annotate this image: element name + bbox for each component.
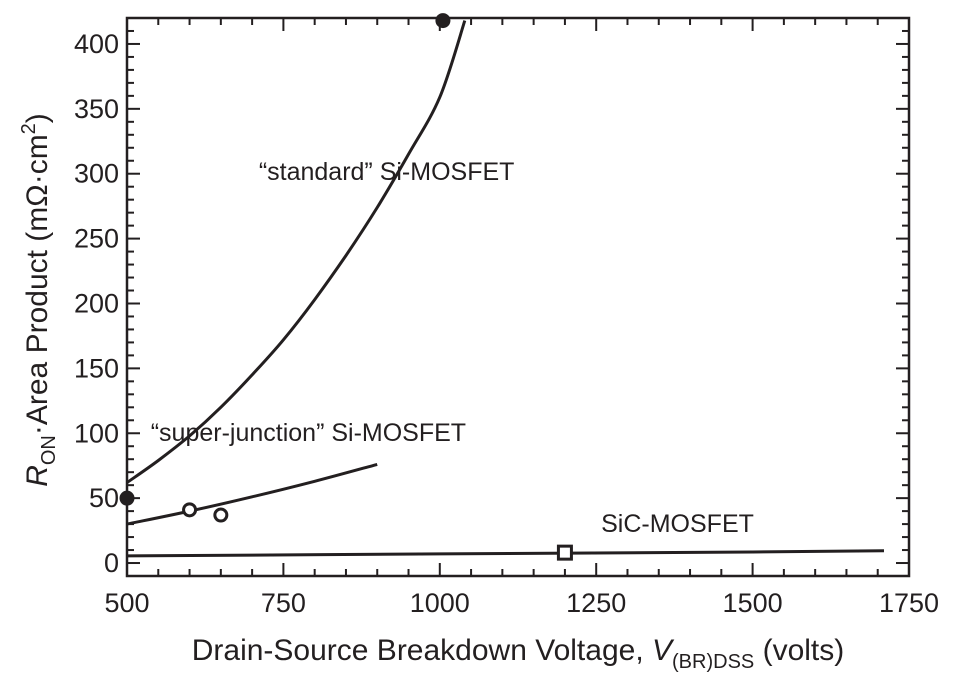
y-tick-label: 300	[74, 159, 119, 189]
y-tick-label: 250	[74, 224, 119, 254]
y-axis-title-suffix: )	[21, 113, 54, 123]
super-junction-si-mosfet-point	[182, 502, 198, 518]
x-axis-title: Drain-Source Breakdown Voltage, V(BR)DSS…	[192, 634, 845, 673]
standard-si-mosfet-point	[435, 13, 451, 29]
y-axis-title-subscript: ON	[38, 435, 60, 465]
super-junction-si-mosfet-curve	[126, 462, 378, 526]
x-axis-title-subscript: (BR)DSS	[672, 651, 754, 673]
curve-annotations: “standard” Si-MOSFET “super-junction” Si-…	[151, 158, 754, 538]
axis-ticks	[126, 17, 910, 576]
x-tick-label: 500	[104, 588, 149, 618]
y-tick-label: 200	[74, 288, 119, 318]
standard-si-mosfet-annotation: “standard” Si-MOSFET	[259, 158, 515, 186]
y-axis-title: RON·Area Product (mΩ·cm2)	[18, 113, 60, 487]
series-markers	[119, 13, 573, 561]
x-tick-labels: 500 750 1000 1250 1500 1750	[104, 588, 939, 618]
y-tick-label: 400	[74, 29, 119, 59]
x-tick-label: 1000	[410, 588, 470, 618]
y-tick-label: 0	[104, 548, 119, 578]
y-tick-labels: 0 50 100 150 200 250 300 350 400	[74, 29, 119, 578]
y-axis-title-superscript: 2	[18, 123, 40, 134]
y-axis-title-variable: R	[21, 465, 54, 487]
x-axis-title-variable: V	[652, 634, 675, 667]
y-tick-label: 350	[74, 94, 119, 124]
y-axis-title-main: ·Area Product (mΩ·cm	[21, 134, 54, 435]
sic-mosfet-annotation: SiC-MOSFET	[601, 510, 754, 538]
x-tick-label: 1250	[566, 588, 626, 618]
sic-mosfet-point	[556, 544, 573, 561]
standard-si-mosfet-point	[119, 490, 135, 506]
y-tick-label: 100	[74, 418, 119, 448]
series-curves	[126, 20, 885, 558]
sic-mosfet-curve	[126, 549, 885, 558]
super-junction-si-mosfet-annotation: “super-junction” Si-MOSFET	[151, 419, 466, 447]
y-tick-label: 50	[89, 483, 119, 513]
x-axis-title-suffix: (volts)	[754, 634, 844, 667]
x-tick-label: 1500	[723, 588, 783, 618]
y-tick-label: 150	[74, 353, 119, 383]
x-tick-label: 750	[261, 588, 306, 618]
super-junction-si-mosfet-point	[213, 507, 229, 523]
x-axis-title-main: Drain-Source Breakdown Voltage,	[192, 634, 652, 667]
x-tick-label: 1750	[879, 588, 939, 618]
standard-si-mosfet-curve	[126, 20, 467, 484]
plot-frame	[125, 16, 911, 578]
